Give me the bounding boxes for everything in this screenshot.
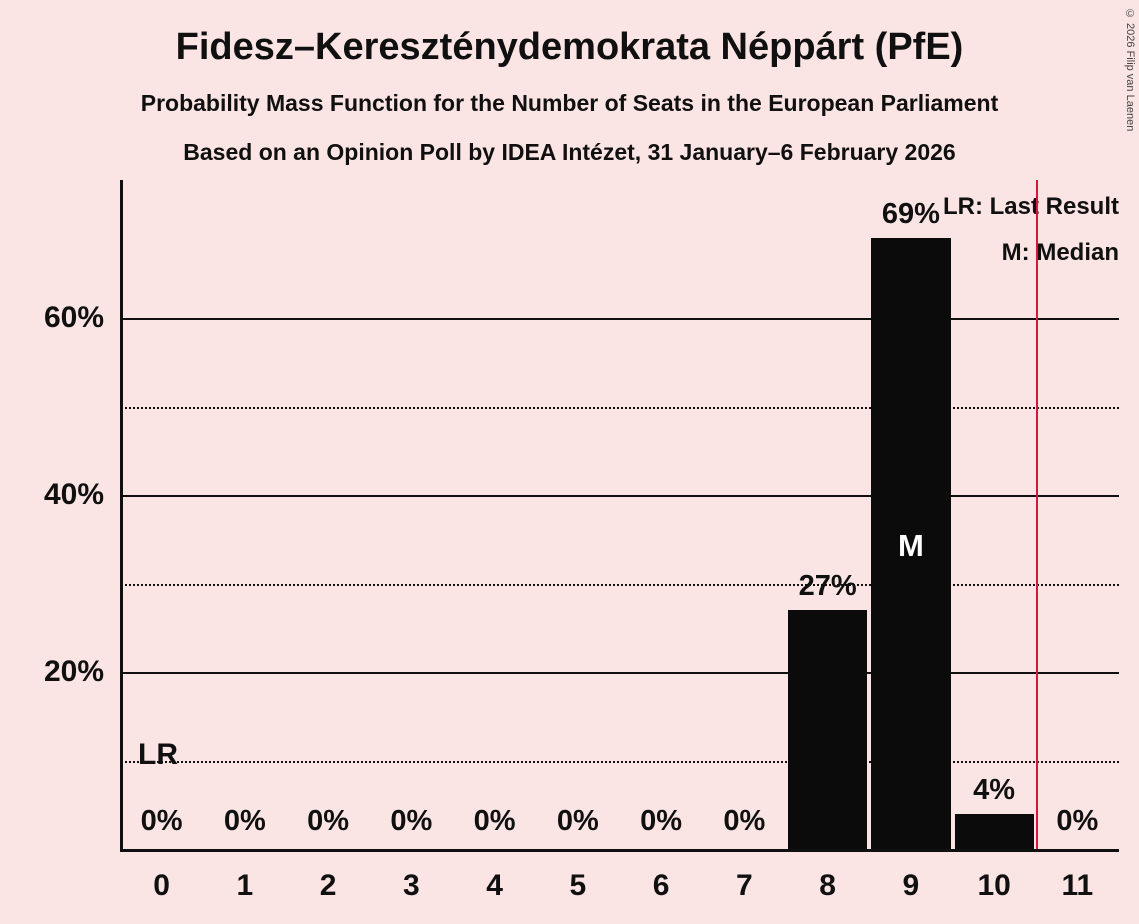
x-tick-label-1: 1 xyxy=(236,869,254,902)
legend-median: M: Median xyxy=(1001,239,1119,266)
value-label-seat-3: 0% xyxy=(390,805,433,837)
x-tick-label-9: 9 xyxy=(902,869,920,902)
value-label-seat-11: 0% xyxy=(1056,805,1099,837)
x-tick-label-4: 4 xyxy=(486,869,503,902)
bar-seat-10 xyxy=(954,813,1034,849)
chart-subtitle-1: Probability Mass Function for the Number… xyxy=(140,90,999,116)
y-tick-label-40: 40% xyxy=(43,478,104,511)
gridline-solid-60 xyxy=(120,318,1119,320)
value-label-seat-9: 69% xyxy=(881,198,940,231)
value-label-seat-6: 0% xyxy=(640,805,683,837)
x-tick-label-8: 8 xyxy=(819,869,836,902)
legend-last-result: LR: Last Result xyxy=(942,193,1119,220)
y-tick-label-60: 60% xyxy=(43,301,104,334)
chart-title: Fidesz–Kereszténydemokrata Néppárt (PfE) xyxy=(175,26,964,68)
legend: LR: Last Result M: Median xyxy=(943,184,1119,276)
value-label-seat-4: 0% xyxy=(473,805,516,837)
gridline-solid-40 xyxy=(120,495,1119,497)
copyright-note: © 2026 Filip van Laenen xyxy=(1124,8,1136,132)
gridline-dotted-10 xyxy=(120,760,1119,763)
x-tick-label-2: 2 xyxy=(319,869,337,902)
value-label-seat-7: 0% xyxy=(723,805,766,837)
x-tick-label-3: 3 xyxy=(403,869,420,902)
y-axis-line xyxy=(120,180,123,852)
y-tick-label-20: 20% xyxy=(43,655,104,688)
bar-seat-9 xyxy=(871,238,951,849)
x-tick-label-11: 11 xyxy=(1061,869,1094,902)
x-tick-label-10: 10 xyxy=(977,869,1011,902)
chart-subtitle-2: Based on an Opinion Poll by IDEA Intézet… xyxy=(183,139,956,165)
x-axis-line xyxy=(120,849,1119,852)
value-label-seat-2: 0% xyxy=(307,805,350,837)
value-label-seat-0: 0% xyxy=(140,805,183,837)
value-label-seat-1: 0% xyxy=(223,805,266,837)
bar-seat-8 xyxy=(788,610,868,849)
median-marker: M xyxy=(897,528,924,563)
last-result-label: LR xyxy=(138,738,178,771)
last-result-line xyxy=(1035,180,1038,849)
gridline-dotted-50 xyxy=(120,406,1119,409)
value-label-seat-5: 0% xyxy=(556,805,599,837)
value-label-seat-8: 27% xyxy=(798,570,857,603)
gridline-dotted-30 xyxy=(120,583,1119,586)
value-label-seat-10: 4% xyxy=(973,773,1016,806)
x-tick-label-0: 0 xyxy=(153,869,170,902)
x-tick-label-5: 5 xyxy=(569,869,587,902)
x-tick-label-7: 7 xyxy=(736,869,753,902)
x-tick-label-6: 6 xyxy=(652,869,670,902)
gridline-solid-20 xyxy=(120,672,1119,674)
